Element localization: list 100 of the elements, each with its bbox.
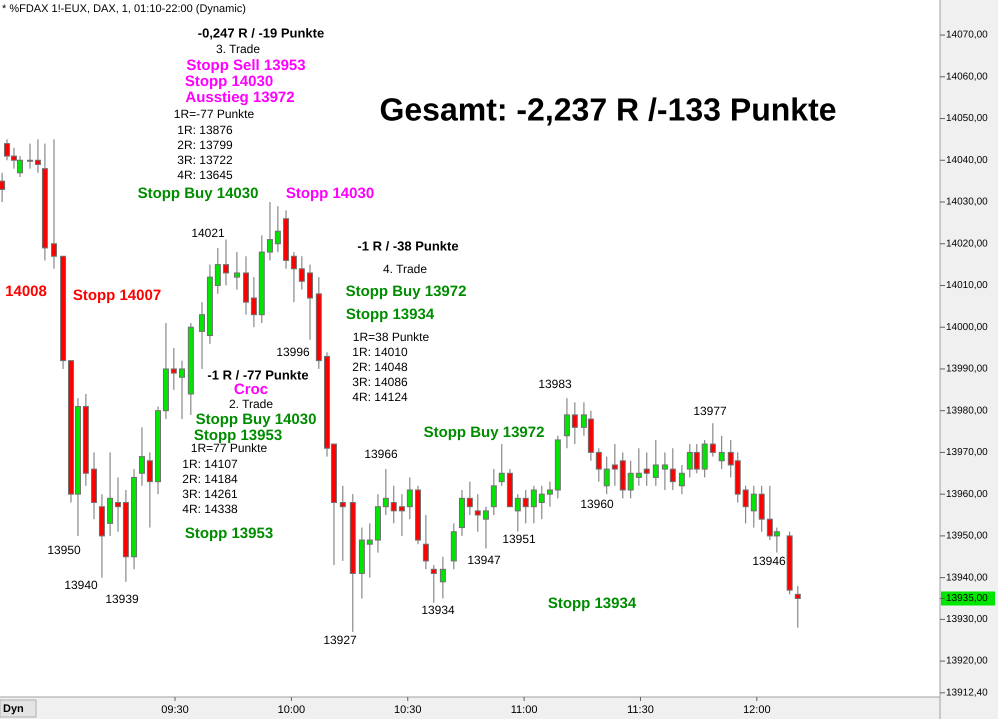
candlestick [662, 452, 668, 490]
candlestick [794, 585, 801, 628]
annotation: Croc [234, 380, 268, 398]
annotation: 13927 [323, 633, 358, 648]
candlestick [406, 476, 413, 520]
candlestick [170, 348, 177, 390]
y-tick-label: 13950,00 [946, 530, 988, 542]
candlestick [222, 239, 229, 286]
annotation: 13960 [580, 497, 614, 512]
annotation: Gesamt: -2,237 R /-133 Punkte [379, 91, 837, 128]
annotation: 13950 [47, 543, 82, 558]
annotation: 4. Trade [382, 262, 428, 276]
y-tick-label: 14070,00 [946, 30, 988, 41]
annotation: 14008 [5, 282, 47, 300]
candlestick [710, 422, 716, 458]
annotation: 13947 [467, 553, 502, 568]
annotation: 3. Trade [216, 42, 260, 56]
annotation: Stopp Buy 13972 [346, 282, 466, 300]
candlestick [234, 252, 240, 290]
candlestick [718, 435, 725, 470]
candlestick [652, 439, 659, 486]
y-tick-label: 13920,00 [946, 656, 988, 667]
annotation: 13977 [693, 404, 728, 418]
annotation: -1 R / -77 Punkte [207, 367, 309, 382]
candlestick [27, 143, 34, 170]
annotation: 1R=38 Punkte [352, 330, 430, 344]
annotation: 13966 [364, 447, 398, 462]
annotation: Stopp 13934 [548, 594, 637, 612]
annotation: 1R: 14010 [352, 345, 408, 360]
candlestick [382, 468, 389, 516]
y-tick-label: 13912,40 [946, 687, 988, 698]
candlestick [498, 444, 505, 486]
candlestick [250, 276, 257, 328]
candlestick [199, 302, 206, 370]
candlestick [266, 202, 273, 261]
annotation: Ausstieg 13972 [185, 88, 295, 106]
y-tick-label: 14020,00 [946, 238, 988, 250]
annotation: 13983 [538, 377, 572, 392]
annotation: Stopp Buy 14030 [196, 410, 316, 428]
annotation: 1R: 14107 [182, 457, 238, 472]
y-tick-label: 14000,00 [946, 322, 988, 333]
annotation: Stopp 14007 [72, 286, 162, 304]
y-tick-label: 13940,00 [946, 572, 988, 584]
candlestick [398, 494, 405, 536]
annotation: -1 R / -38 Punkte [357, 238, 459, 254]
y-tick-label: 13970,00 [946, 447, 988, 458]
candlestick [572, 402, 578, 445]
annotation: Stopp Buy 13972 [424, 424, 544, 441]
annotation: 4R: 14124 [352, 390, 408, 404]
y-tick-label: 14060,00 [946, 71, 988, 82]
annotation: Stopp 13953 [184, 524, 274, 542]
annotation: 13996 [276, 345, 310, 360]
candlestick [34, 138, 41, 174]
x-tick-label: 10:00 [278, 704, 306, 716]
annotation: 14021 [191, 226, 226, 240]
y-tick-label: 13935,00 [946, 593, 988, 604]
annotation: 3R: 14261 [182, 487, 238, 502]
annotation: Stopp Sell 13953 [186, 56, 306, 74]
annotation: Stopp 14030 [184, 72, 274, 90]
candlestick [530, 485, 537, 524]
annotation: 2R: 13799 [177, 138, 234, 152]
annotation: 1R=-77 Punkte [174, 107, 255, 122]
candlestick [670, 448, 676, 490]
candlestick [390, 485, 397, 524]
candlestick [50, 138, 57, 270]
y-tick-label: 13980,00 [946, 405, 988, 416]
candlestick [440, 556, 446, 599]
annotation: 13951 [502, 532, 536, 546]
y-tick-label: 13990,00 [946, 364, 988, 375]
annotation: 13946 [752, 554, 786, 568]
candlestick [298, 256, 305, 290]
toolbar-button: Dyn [0, 700, 36, 718]
annotation: 2R: 14048 [352, 360, 408, 374]
annotation: 2. Trade [228, 397, 274, 412]
candlestick [482, 506, 489, 549]
y-tick-label: 14010,00 [946, 280, 988, 292]
x-tick-label: 11:00 [510, 704, 538, 716]
candlestick [114, 476, 121, 532]
candlestick [474, 494, 481, 532]
candlestick [366, 522, 373, 578]
annotation: Stopp Buy 14030 [138, 184, 258, 202]
x-tick-label: 11:30 [627, 704, 654, 716]
annotation: 4R: 13645 [177, 168, 234, 182]
annotation: 13934 [421, 603, 456, 618]
annotation: 4R: 14338 [182, 502, 238, 516]
candlestick [430, 564, 437, 604]
y-tick-label: 14050,00 [946, 113, 988, 124]
annotation: -0,247 R / -19 Punkte [198, 25, 324, 40]
candlestick [678, 464, 685, 495]
annotation: 2R: 14184 [182, 472, 238, 486]
y-tick-label: 14030,00 [946, 196, 988, 208]
candlestick [290, 252, 297, 303]
candlestick [612, 444, 618, 486]
candlestick [214, 247, 221, 294]
x-tick-label: 09:30 [161, 704, 189, 716]
candlestick [138, 426, 145, 486]
annotation: 13939 [105, 592, 140, 606]
annotation: Stopp 13953 [194, 426, 282, 444]
candlestick [466, 481, 473, 516]
candlestick [546, 481, 553, 508]
